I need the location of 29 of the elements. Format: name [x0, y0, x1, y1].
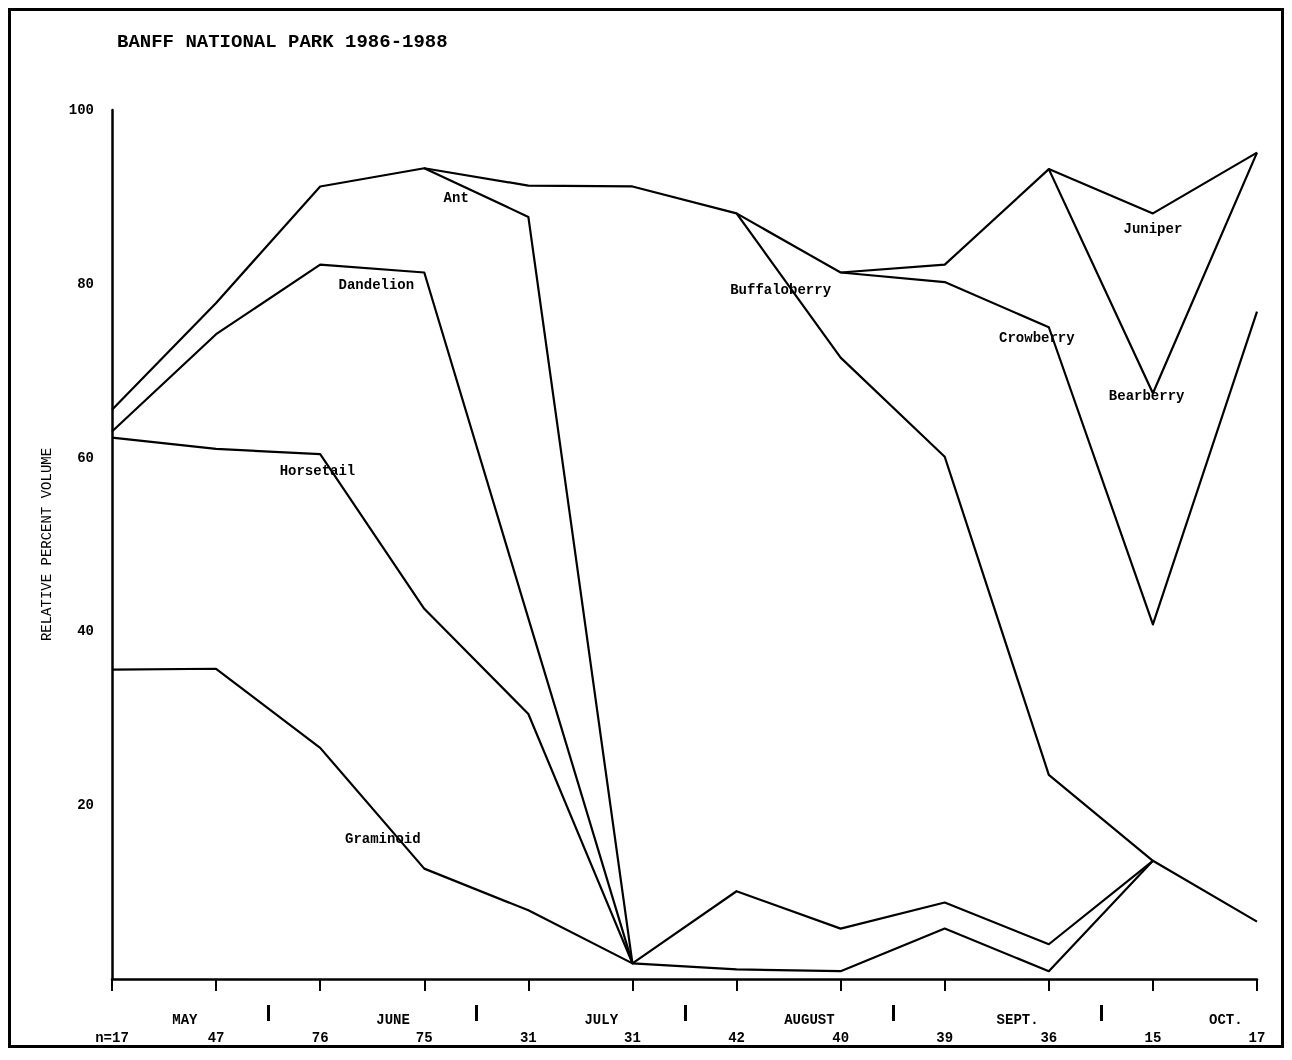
x-tick-label: 47	[207, 1030, 225, 1046]
chart-title: BANFF NATIONAL PARK 1986-1988	[117, 30, 448, 53]
text: JUNE	[376, 1012, 410, 1028]
x-tick-label: 39	[936, 1030, 954, 1046]
y-tick-label: 80	[77, 275, 94, 292]
series-label: Bearberry	[1108, 388, 1186, 405]
y-tick-label: 100	[68, 102, 94, 118]
x-tick-label: n=17	[95, 1030, 129, 1046]
x-tick-label: 76	[311, 1030, 329, 1046]
series-label: Dandelion	[338, 276, 415, 293]
x-tick-label: 42	[728, 1030, 745, 1046]
series-label: Ant	[443, 190, 469, 207]
y-tick-label: 60	[77, 449, 94, 466]
x-tick-label: 36	[1040, 1030, 1058, 1046]
text: OCT.	[1208, 1012, 1243, 1028]
x-tick-label: 17	[1248, 1030, 1266, 1046]
x-tick-label: 15	[1144, 1030, 1162, 1046]
series-label: Juniper	[1123, 220, 1183, 237]
y-tick-label: 20	[77, 797, 94, 814]
x-tick-label: 31	[624, 1030, 641, 1046]
text: AUGUST	[784, 1012, 835, 1028]
x-tick-label: 75	[415, 1030, 433, 1046]
x-tick-label: 40	[832, 1030, 850, 1046]
text: SEPT.	[996, 1012, 1039, 1028]
text: JULY	[584, 1012, 619, 1028]
text: MAY	[172, 1012, 199, 1028]
y-axis-title: RELATIVE PERCENT VOLUME	[39, 447, 55, 642]
x-tick-label: 31	[519, 1030, 537, 1046]
y-tick-label: 40	[77, 623, 94, 640]
